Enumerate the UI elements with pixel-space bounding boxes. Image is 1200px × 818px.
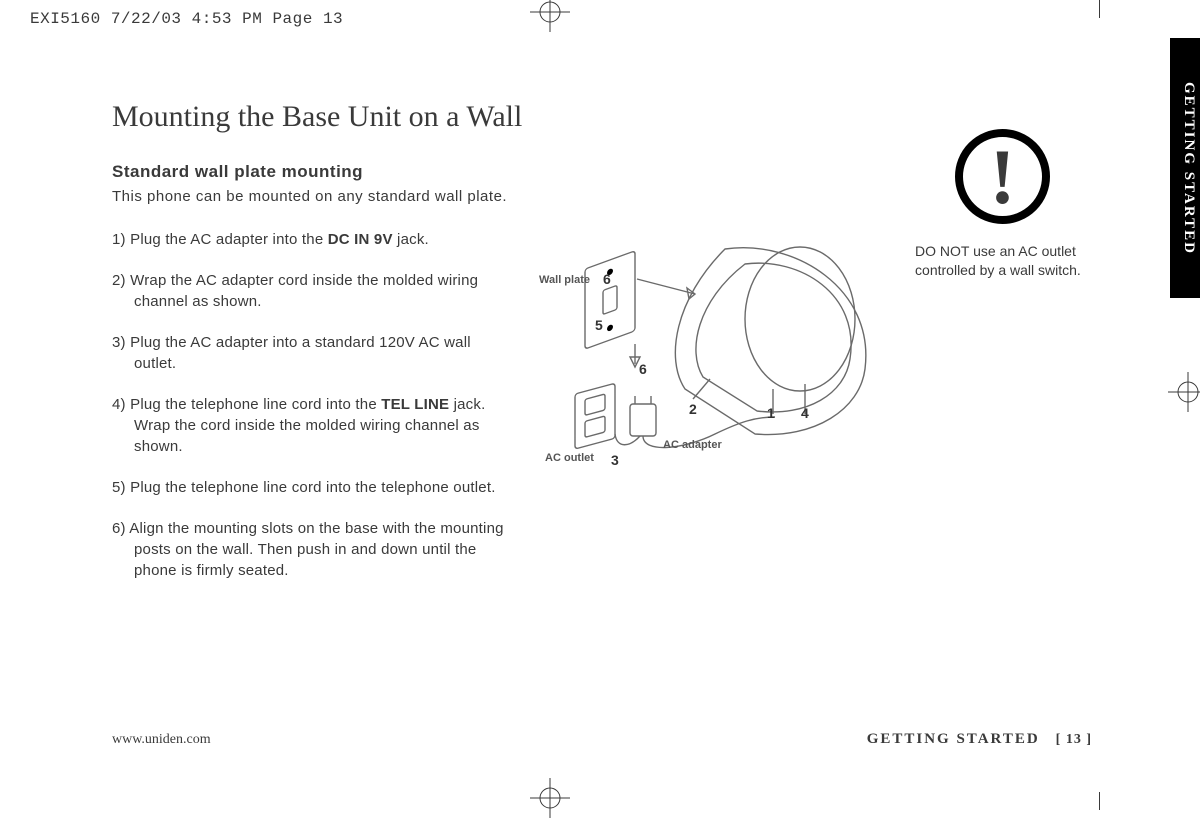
figure-callout-4: 4 xyxy=(801,405,809,421)
step-number: 5) xyxy=(112,479,126,496)
step-text: Plug the telephone line cord into the xyxy=(130,396,381,413)
section-intro: This phone can be mounted on any standar… xyxy=(112,188,1092,205)
figure-callout-2: 2 xyxy=(689,401,697,417)
step-text: Plug the telephone line cord into the te… xyxy=(130,479,495,496)
figure-callout-3: 3 xyxy=(611,452,619,468)
figure-column: Wall plate AC outlet AC adapter 6 5 6 2 … xyxy=(545,229,885,601)
page-footer: www.uniden.com GETTING STARTED [ 13 ] xyxy=(112,730,1092,748)
step-bold: TEL LINE xyxy=(381,396,449,413)
step-4: 4) Plug the telephone line cord into the… xyxy=(112,394,515,457)
mounting-diagram: Wall plate AC outlet AC adapter 6 5 6 2 … xyxy=(545,239,885,479)
steps-column: 1) Plug the AC adapter into the DC IN 9V… xyxy=(112,229,515,601)
step-number: 3) xyxy=(112,334,126,351)
figure-callout-5: 5 xyxy=(595,317,603,333)
step-1: 1) Plug the AC adapter into the DC IN 9V… xyxy=(112,229,515,250)
figure-label-ac-adapter: AC adapter xyxy=(663,439,722,451)
page-title: Mounting the Base Unit on a Wall xyxy=(112,100,1092,134)
step-number: 2) xyxy=(112,272,126,289)
warning-text: DO NOT use an AC outlet controlled by a … xyxy=(915,242,1092,280)
section-tab-label: GETTING STARTED xyxy=(1180,38,1197,298)
section-subtitle: Standard wall plate mounting xyxy=(112,162,1092,182)
step-number: 1) xyxy=(112,231,126,248)
figure-label-ac-outlet: AC outlet xyxy=(545,452,594,464)
figure-callout-6a: 6 xyxy=(603,271,611,287)
step-3: 3) Plug the AC adapter into a standard 1… xyxy=(112,332,515,374)
step-text: Wrap the AC adapter cord inside the mold… xyxy=(130,272,478,310)
page-content: Mounting the Base Unit on a Wall Standar… xyxy=(112,100,1092,601)
registration-mark-top xyxy=(530,0,570,32)
figure-callout-6b: 6 xyxy=(639,361,647,377)
step-number: 6) xyxy=(112,520,126,537)
step-text: Plug the AC adapter into a standard 120V… xyxy=(130,334,471,372)
figure-label-wall-plate: Wall plate xyxy=(539,274,590,286)
footer-section: GETTING STARTED xyxy=(867,731,1040,747)
step-text: Align the mounting slots on the base wit… xyxy=(129,520,503,579)
figure-callout-1: 1 xyxy=(767,405,775,421)
registration-mark-right xyxy=(1168,372,1200,412)
registration-mark-bottom xyxy=(530,778,570,818)
step-text: Plug the AC adapter into the xyxy=(130,231,328,248)
crop-mark-text: EXI5160 7/22/03 4:53 PM Page 13 xyxy=(30,10,343,28)
footer-url: www.uniden.com xyxy=(112,732,211,748)
footer-page-number: [ 13 ] xyxy=(1056,732,1092,747)
step-text: jack. xyxy=(393,231,429,248)
step-5: 5) Plug the telephone line cord into the… xyxy=(112,477,515,498)
step-bold: DC IN 9V xyxy=(328,231,393,248)
warning-icon: ! xyxy=(955,129,1050,224)
step-number: 4) xyxy=(112,396,126,413)
step-2: 2) Wrap the AC adapter cord inside the m… xyxy=(112,270,515,312)
warning-symbol: ! xyxy=(990,138,1016,216)
registration-tick-top xyxy=(1099,0,1100,18)
warning-column: ! DO NOT use an AC outlet controlled by … xyxy=(915,229,1092,601)
step-6: 6) Align the mounting slots on the base … xyxy=(112,518,515,581)
registration-tick-bottom xyxy=(1099,792,1100,810)
